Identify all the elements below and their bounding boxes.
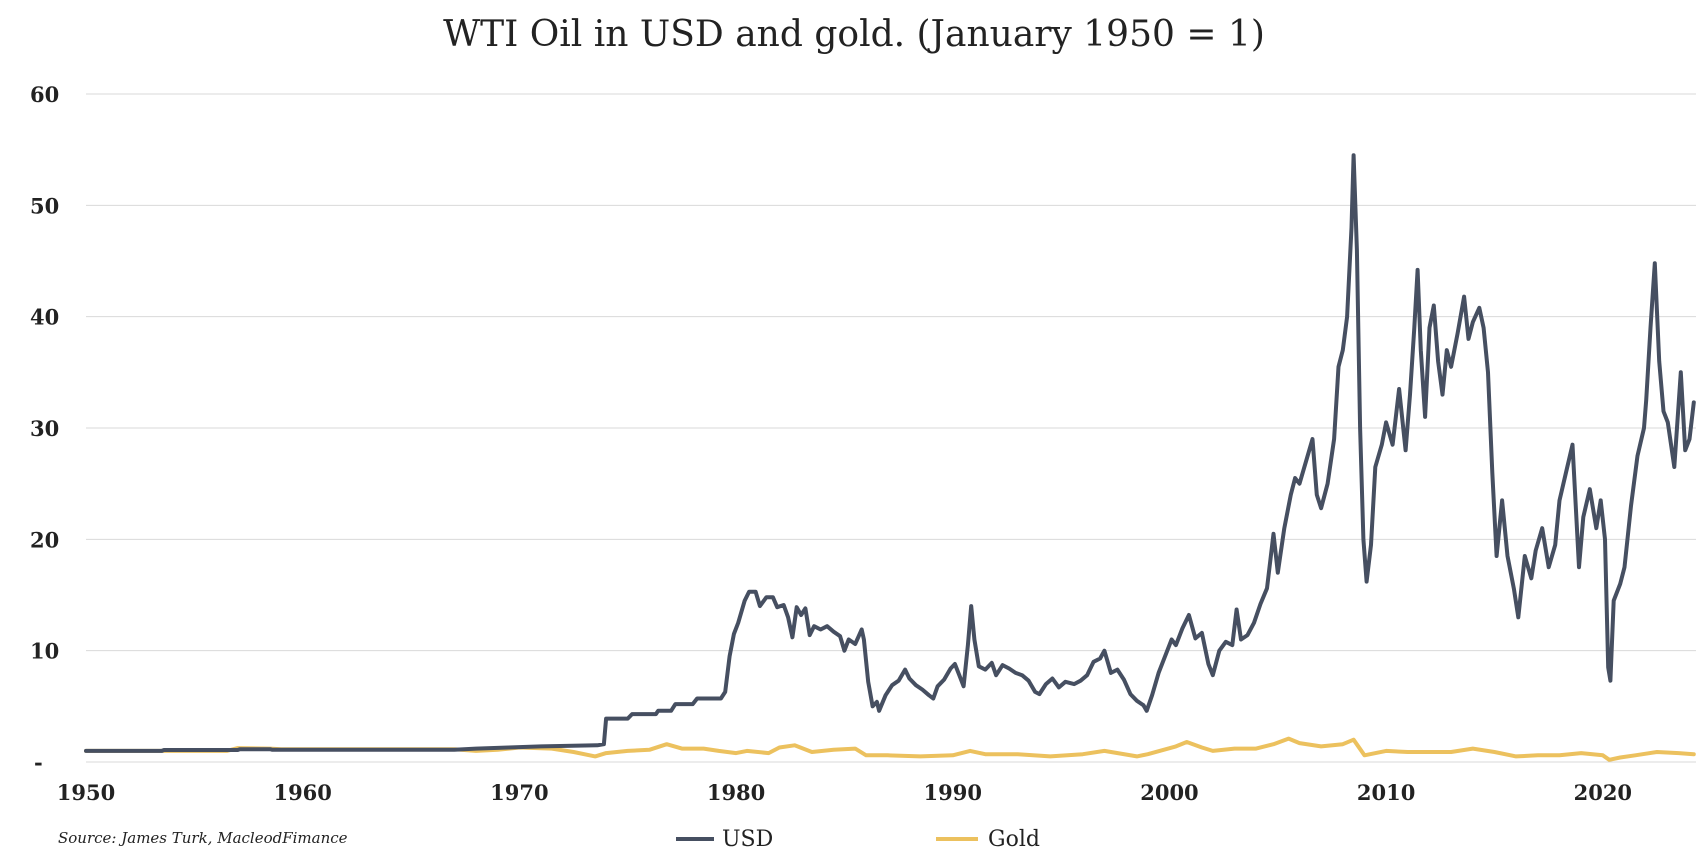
x-tick-label: 2020 xyxy=(1574,780,1632,805)
x-tick-label: 2000 xyxy=(1140,780,1198,805)
series-line-usd xyxy=(84,153,1696,753)
y-tick-label: 20 xyxy=(30,527,59,552)
x-tick-label: 1980 xyxy=(707,780,765,805)
x-tick-label: 1960 xyxy=(273,780,331,805)
y-tick-label: - xyxy=(34,750,43,775)
legend-label-usd: USD xyxy=(722,827,773,852)
y-tick-label: 40 xyxy=(30,305,59,330)
source-note: Source: James Turk, MacleodFimance xyxy=(58,829,348,847)
x-tick-label: 2010 xyxy=(1357,780,1415,805)
y-axis-ticks: - 10 20 30 40 50 60 xyxy=(30,82,59,775)
y-tick-label: 30 xyxy=(30,416,59,441)
legend-item-usd: USD xyxy=(676,827,773,852)
y-tick-label: 60 xyxy=(30,82,59,107)
series-lines xyxy=(84,153,1696,762)
legend: USD Gold xyxy=(676,827,1040,852)
series-line-gold xyxy=(84,736,1696,762)
x-tick-label: 1970 xyxy=(490,780,548,805)
x-tick-label: 1990 xyxy=(924,780,982,805)
chart-title: WTI Oil in USD and gold. (January 1950 =… xyxy=(443,14,1265,55)
legend-label-gold: Gold xyxy=(988,827,1040,852)
gridlines xyxy=(86,93,1696,763)
x-axis-ticks: 1950 1960 1970 1980 1990 2000 2010 2020 xyxy=(57,780,1632,805)
y-tick-label: 10 xyxy=(30,639,59,664)
y-tick-label: 50 xyxy=(30,193,59,218)
legend-item-gold: Gold xyxy=(936,827,1040,852)
x-tick-label: 1950 xyxy=(57,780,115,805)
